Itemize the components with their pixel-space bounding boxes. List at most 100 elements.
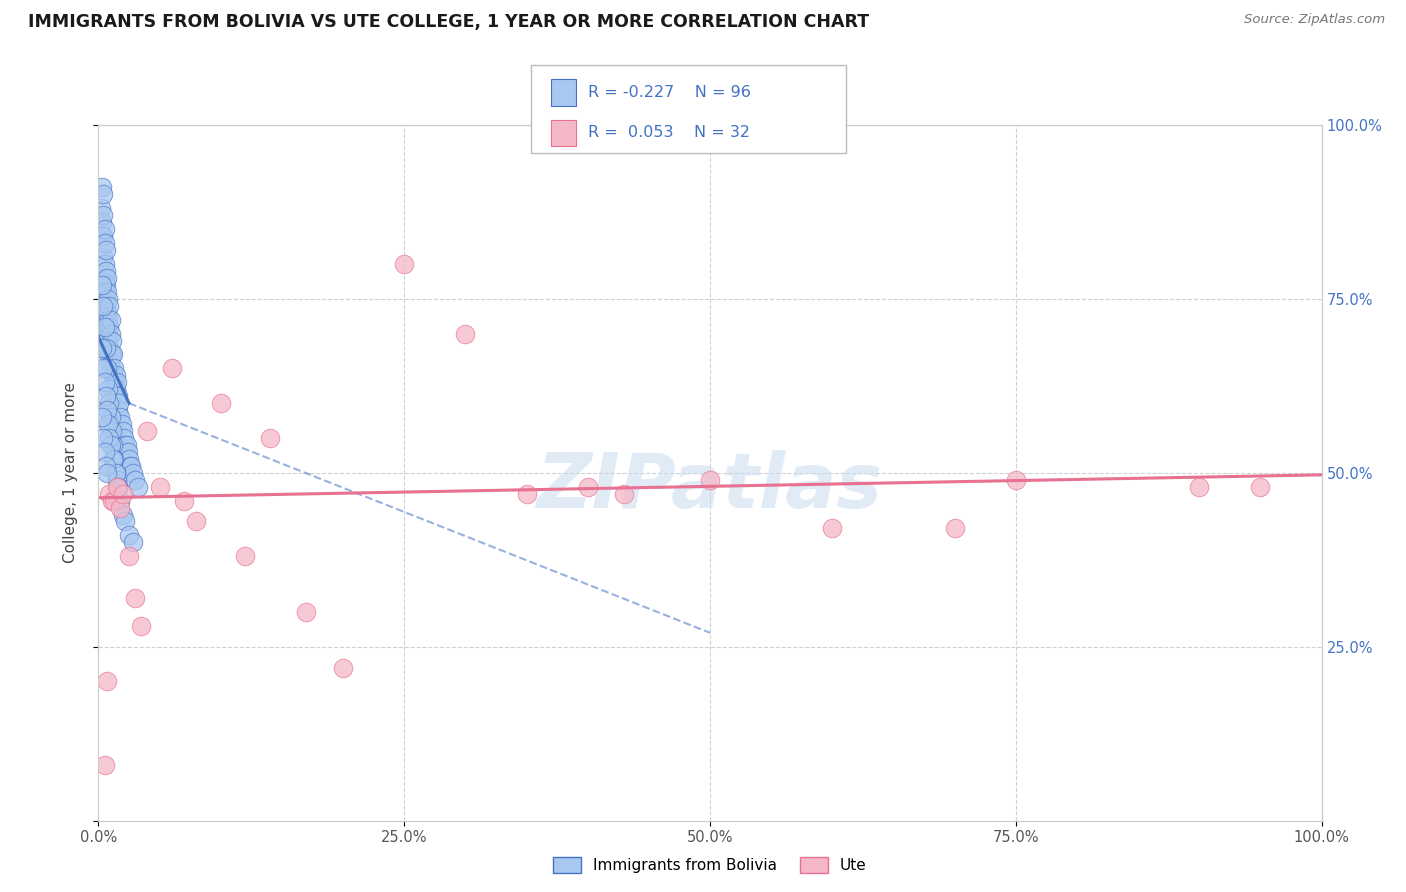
Point (233, 549, 256, 564)
Point (91, 187, 114, 202)
Point (105, 376, 128, 390)
Point (115, 438, 138, 452)
Point (91, 341, 114, 355)
Point (259, 431, 281, 445)
Point (613, 486, 636, 500)
Point (100, 361, 122, 376)
Y-axis label: College, 1 year or more: College, 1 year or more (63, 383, 77, 563)
Point (104, 466, 127, 480)
Point (93, 236, 115, 251)
Point (454, 326, 477, 341)
Point (118, 451, 141, 466)
Point (97, 292, 120, 306)
Point (943, 521, 966, 535)
Point (98, 299, 121, 313)
Point (160, 361, 183, 376)
Point (91, 215, 114, 229)
Point (96, 361, 118, 376)
Point (118, 528, 141, 542)
Point (1188, 480, 1211, 494)
Point (100, 410, 122, 425)
Point (90, 202, 112, 216)
Point (103, 493, 125, 508)
Point (118, 549, 141, 564)
Point (93, 257, 115, 271)
Legend: Immigrants from Bolivia, Ute: Immigrants from Bolivia, Ute (547, 851, 873, 880)
Point (101, 334, 124, 348)
Point (91, 431, 114, 445)
Text: Source: ZipAtlas.com: Source: ZipAtlas.com (1244, 13, 1385, 27)
Point (101, 424, 124, 438)
Point (97, 382, 120, 396)
Point (98, 486, 121, 500)
Point (104, 466, 127, 480)
Point (105, 389, 128, 403)
Point (94, 341, 117, 355)
Point (100, 347, 122, 361)
Point (104, 368, 127, 383)
Point (93, 376, 115, 390)
Point (107, 480, 129, 494)
Point (101, 347, 124, 361)
Point (111, 486, 134, 500)
Point (98, 431, 121, 445)
Text: R =  0.053    N = 32: R = 0.053 N = 32 (588, 126, 749, 141)
Point (114, 438, 136, 452)
Point (103, 376, 125, 390)
Point (91, 180, 114, 194)
Point (100, 312, 122, 326)
Point (93, 306, 115, 320)
Point (103, 451, 125, 466)
Point (120, 458, 142, 473)
Point (101, 347, 124, 361)
Point (110, 500, 132, 515)
Point (96, 674, 118, 689)
Point (97, 326, 120, 341)
Point (1004, 473, 1026, 487)
Point (91, 250, 114, 264)
Point (91, 277, 114, 292)
Point (101, 493, 124, 508)
Point (114, 515, 136, 529)
Point (96, 285, 118, 299)
Point (97, 312, 120, 326)
Point (186, 515, 208, 529)
Point (91, 410, 114, 425)
Point (120, 458, 142, 473)
Point (108, 396, 131, 410)
Point (93, 292, 115, 306)
Point (93, 222, 115, 236)
Point (103, 361, 125, 376)
Point (112, 431, 135, 445)
Point (699, 473, 721, 487)
Point (100, 438, 122, 452)
Point (94, 458, 117, 473)
Point (121, 466, 143, 480)
Point (93, 319, 115, 334)
Point (91, 229, 114, 244)
Point (101, 368, 124, 383)
Point (209, 396, 232, 410)
Point (94, 277, 117, 292)
Point (111, 417, 134, 431)
Point (91, 229, 114, 244)
Point (94, 243, 117, 257)
Point (105, 473, 128, 487)
Point (332, 660, 354, 674)
Point (93, 758, 115, 772)
Point (107, 480, 129, 494)
Point (107, 403, 129, 417)
Point (93, 445, 115, 459)
Point (96, 466, 118, 480)
Point (97, 417, 120, 431)
Point (129, 619, 152, 633)
Text: R = -0.227    N = 96: R = -0.227 N = 96 (588, 85, 751, 100)
Point (97, 347, 120, 361)
Point (127, 480, 149, 494)
Point (295, 605, 318, 619)
Point (104, 382, 127, 396)
Text: IMMIGRANTS FROM BOLIVIA VS UTE COLLEGE, 1 YEAR OR MORE CORRELATION CHART: IMMIGRANTS FROM BOLIVIA VS UTE COLLEGE, … (28, 13, 869, 31)
Point (101, 451, 124, 466)
Point (93, 319, 115, 334)
Point (117, 445, 139, 459)
